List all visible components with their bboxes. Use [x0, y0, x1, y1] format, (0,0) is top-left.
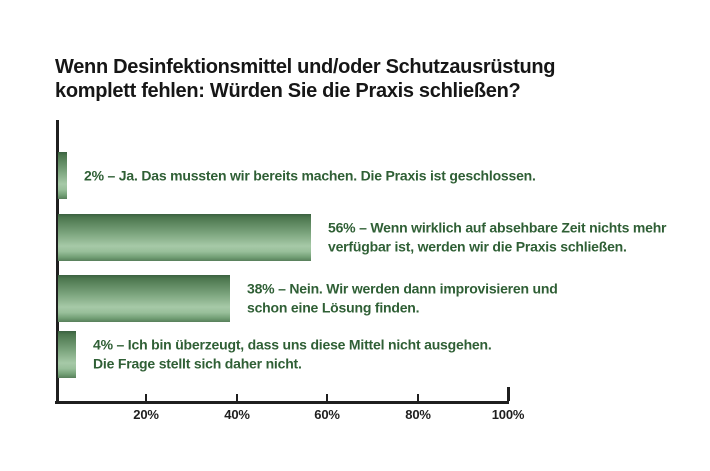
tick-label-60: 60%: [314, 407, 340, 422]
tick-mark-20: [145, 394, 147, 401]
bar-nein-improvisieren-38pct: [58, 275, 230, 322]
tick-label-20: 20%: [133, 407, 159, 422]
bar-row-ja: 2% – Ja. Das mussten wir bereits machen.…: [58, 152, 710, 199]
tick-label-40: 40%: [224, 407, 250, 422]
bar-ja-2pct: [58, 152, 67, 199]
bar-label-nein-improvisieren: 38% – Nein. Wir werden dann improvisiere…: [247, 280, 558, 316]
bar-label-ja: 2% – Ja. Das mussten wir bereits machen.…: [84, 166, 536, 183]
tick-label-80: 80%: [405, 407, 431, 422]
x-axis-ticks: 20% 40% 60% 80% 100%: [56, 0, 524, 471]
bar-row-wenn-nichts-verfuegbar: 56% – Wenn wirklich auf absehbare Zeit n…: [58, 214, 710, 261]
bar-label-wenn-nichts-verfuegbar: 56% – Wenn wirklich auf absehbare Zeit n…: [328, 219, 667, 255]
tick-label-100: 100%: [491, 407, 525, 422]
tick-mark-40: [236, 394, 238, 401]
bar-wenn-nichts-verfuegbar-56pct: [58, 214, 311, 261]
bar-row-ueberzeugt: 4% – Ich bin überzeugt, dass uns diese M…: [58, 331, 710, 378]
tick-mark-60: [326, 394, 328, 401]
bar-series: 2% – Ja. Das mussten wir bereits machen.…: [58, 0, 666, 471]
tick-mark-100: [507, 387, 510, 401]
tick-mark-80: [417, 394, 419, 401]
x-axis-line: [55, 401, 509, 404]
y-axis-line: [56, 120, 59, 404]
bar-label-ueberzeugt: 4% – Ich bin überzeugt, dass uns diese M…: [93, 336, 492, 372]
bar-row-nein-improvisieren: 38% – Nein. Wir werden dann improvisiere…: [58, 275, 710, 322]
chart-title: Wenn Desinfektionsmittel und/oder Schutz…: [55, 56, 556, 103]
bar-ueberzeugt-4pct: [58, 331, 76, 378]
